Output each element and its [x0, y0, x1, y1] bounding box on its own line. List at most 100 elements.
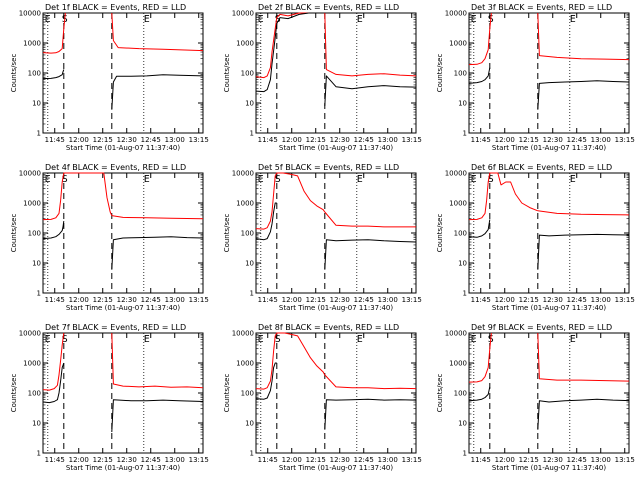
panel-title: Det 6f BLACK = Events, RED = LLD — [471, 163, 612, 172]
x-tick-label: 12:15 — [306, 296, 326, 304]
lld-series-line — [255, 12, 309, 79]
y-tick-label: 10000 — [445, 170, 467, 178]
x-tick-label: 12:30 — [117, 296, 137, 304]
y-tick-label: 1000 — [449, 200, 467, 208]
y-axis-label: Counts/sec — [10, 54, 18, 93]
marker-s: S — [275, 174, 281, 185]
panel-det-1f: Det 1f BLACK = Events, RED = LLD 1 10 100 10… — [10, 3, 209, 152]
x-tick-label: 12:00 — [69, 136, 89, 144]
events-series-line — [537, 398, 630, 430]
panel-det-5f: Det 5f BLACK = Events, RED = LLD 1 10 100 10… — [223, 163, 422, 312]
x-tick-label: 13:15 — [402, 296, 422, 304]
x-tick-label: 12:00 — [69, 456, 89, 464]
y-axis-label: Counts/sec — [223, 374, 231, 413]
y-tick-label: 1000 — [236, 40, 254, 48]
x-axis-label: Start Time (01-Aug-07 11:37:40) — [279, 144, 393, 152]
events-series-line — [537, 233, 630, 270]
y-tick-label: 10000 — [19, 10, 41, 18]
panel-det-8f: Det 8f BLACK = Events, RED = LLD 1 10 100 10… — [223, 323, 422, 472]
events-series-line — [255, 12, 309, 93]
marker-s: S — [62, 174, 68, 185]
y-axis-label: Counts/sec — [436, 214, 444, 253]
x-tick-label: 12:30 — [330, 296, 350, 304]
lld-series-line — [468, 172, 538, 221]
x-tick-label: 12:15 — [306, 456, 326, 464]
y-tick-label: 1000 — [236, 360, 254, 368]
x-tick-label: 11:45 — [45, 136, 65, 144]
y-tick-label: 10000 — [232, 10, 254, 18]
y-tick-label: 100 — [28, 70, 41, 78]
marker-e: E — [144, 14, 150, 25]
y-tick-label: 100 — [241, 230, 254, 238]
marker-s: S — [275, 334, 281, 345]
x-tick-label: 12:45 — [141, 296, 161, 304]
y-axis-label: Counts/sec — [223, 214, 231, 253]
events-series-line — [324, 239, 417, 270]
marker-s: S — [62, 334, 68, 345]
y-tick-label: 100 — [454, 70, 467, 78]
x-tick-label: 13:00 — [378, 456, 398, 464]
y-tick-label: 10 — [32, 260, 41, 268]
x-tick-label: 12:30 — [543, 296, 563, 304]
panel-title: Det 9f BLACK = Events, RED = LLD — [471, 323, 612, 332]
marker-s: S — [488, 174, 494, 185]
x-tick-label: 11:45 — [258, 456, 278, 464]
panel-title: Det 3f BLACK = Events, RED = LLD — [471, 3, 612, 12]
y-tick-label: 1000 — [23, 40, 41, 48]
y-tick-label: 100 — [454, 390, 467, 398]
x-tick-label: 13:15 — [615, 456, 635, 464]
x-tick-label: 12:30 — [330, 136, 350, 144]
y-tick-label: 1 — [250, 290, 254, 298]
x-tick-label: 13:00 — [378, 296, 398, 304]
x-tick-label: 11:45 — [471, 296, 491, 304]
plot-frame — [468, 332, 630, 454]
x-tick-label: 13:15 — [402, 456, 422, 464]
plot-frame — [468, 172, 630, 294]
plot-frame — [42, 332, 204, 454]
x-axis-label: Start Time (01-Aug-07 11:37:40) — [279, 464, 393, 472]
y-tick-label: 10 — [458, 100, 467, 108]
panel-det-2f: Det 2f BLACK = Events, RED = LLD 1 10 100 10… — [223, 3, 422, 152]
lld-series-line — [537, 210, 630, 216]
y-tick-label: 10 — [245, 260, 254, 268]
lld-series-line — [255, 332, 326, 390]
y-tick-label: 10000 — [19, 330, 41, 338]
marker-e: E — [570, 174, 576, 185]
x-axis-label: Start Time (01-Aug-07 11:37:40) — [66, 304, 180, 312]
marker-e: E — [357, 14, 363, 25]
marker-e: E — [357, 174, 363, 185]
x-tick-label: 12:30 — [117, 136, 137, 144]
x-tick-label: 12:45 — [567, 296, 587, 304]
panel-title: Det 1f BLACK = Events, RED = LLD — [45, 3, 186, 12]
y-tick-label: 1000 — [449, 40, 467, 48]
y-tick-label: 1 — [37, 130, 41, 138]
lld-series-line — [42, 172, 113, 221]
x-tick-label: 13:15 — [189, 136, 209, 144]
panel-det-9f: Det 9f BLACK = Events, RED = LLD 1 10 100 10… — [436, 323, 635, 472]
y-tick-label: 1 — [37, 450, 41, 458]
panel-det-6f: Det 6f BLACK = Events, RED = LLD 1 10 100 10… — [436, 163, 635, 312]
lld-series-line — [255, 172, 326, 230]
y-tick-label: 10000 — [232, 170, 254, 178]
x-tick-label: 12:45 — [354, 456, 374, 464]
x-tick-label: 13:15 — [402, 136, 422, 144]
x-tick-label: 12:00 — [282, 136, 302, 144]
x-tick-label: 12:45 — [567, 136, 587, 144]
x-tick-label: 12:45 — [354, 136, 374, 144]
y-axis-label: Counts/sec — [10, 374, 18, 413]
x-axis-label: Start Time (01-Aug-07 11:37:40) — [492, 144, 606, 152]
y-tick-label: 10000 — [19, 170, 41, 178]
y-tick-label: 1 — [463, 130, 467, 138]
lld-series-line — [537, 12, 630, 61]
plot-frame — [42, 172, 204, 294]
panel-title: Det 8f BLACK = Events, RED = LLD — [258, 323, 399, 332]
lld-series-line — [111, 215, 204, 220]
panel-title: Det 2f BLACK = Events, RED = LLD — [258, 3, 399, 12]
x-tick-label: 13:00 — [591, 296, 611, 304]
x-tick-label: 13:15 — [615, 296, 635, 304]
plot-frame — [255, 332, 417, 454]
lld-series-line — [468, 12, 492, 66]
lld-series-line — [324, 211, 416, 228]
y-tick-label: 10000 — [232, 330, 254, 338]
x-tick-label: 12:30 — [543, 136, 563, 144]
